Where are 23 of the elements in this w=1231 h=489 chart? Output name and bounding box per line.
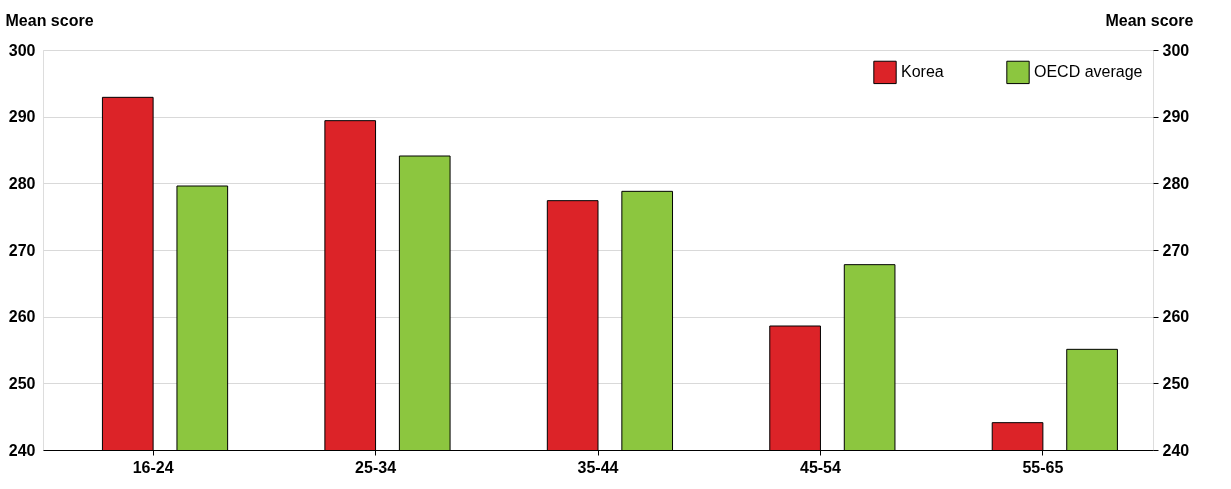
y2-tick-label: 260 — [1162, 308, 1190, 326]
x-tick-label: 55-65 — [1022, 458, 1064, 476]
y-tick-label: 240 — [8, 441, 36, 459]
y2-tick-label: 290 — [1162, 108, 1190, 126]
y2-tick-label: 240 — [1162, 441, 1190, 459]
x-tick-label: 35-44 — [577, 458, 619, 476]
y-tick-label: 280 — [8, 174, 36, 192]
y2-axis-title: Mean score — [1105, 11, 1194, 29]
y-tick-label: 290 — [8, 108, 36, 126]
x-tick-label: 16-24 — [132, 458, 174, 476]
legend-label: OECD average — [1034, 63, 1143, 81]
y-tick-label: 260 — [8, 308, 36, 326]
x-tick-label: 25-34 — [355, 458, 397, 476]
y-axis-title: Mean score — [5, 11, 94, 29]
legend-label: Korea — [901, 63, 944, 81]
y-tick-label: 250 — [8, 374, 36, 392]
y-tick-label: 270 — [8, 241, 36, 259]
x-tick-label: 45-54 — [799, 458, 842, 476]
y-tick-label: 300 — [8, 41, 36, 59]
y2-tick-label: 250 — [1162, 374, 1190, 392]
y2-tick-label: 270 — [1162, 241, 1190, 259]
y2-tick-label: 280 — [1162, 174, 1190, 192]
y2-tick-label: 300 — [1162, 41, 1190, 59]
